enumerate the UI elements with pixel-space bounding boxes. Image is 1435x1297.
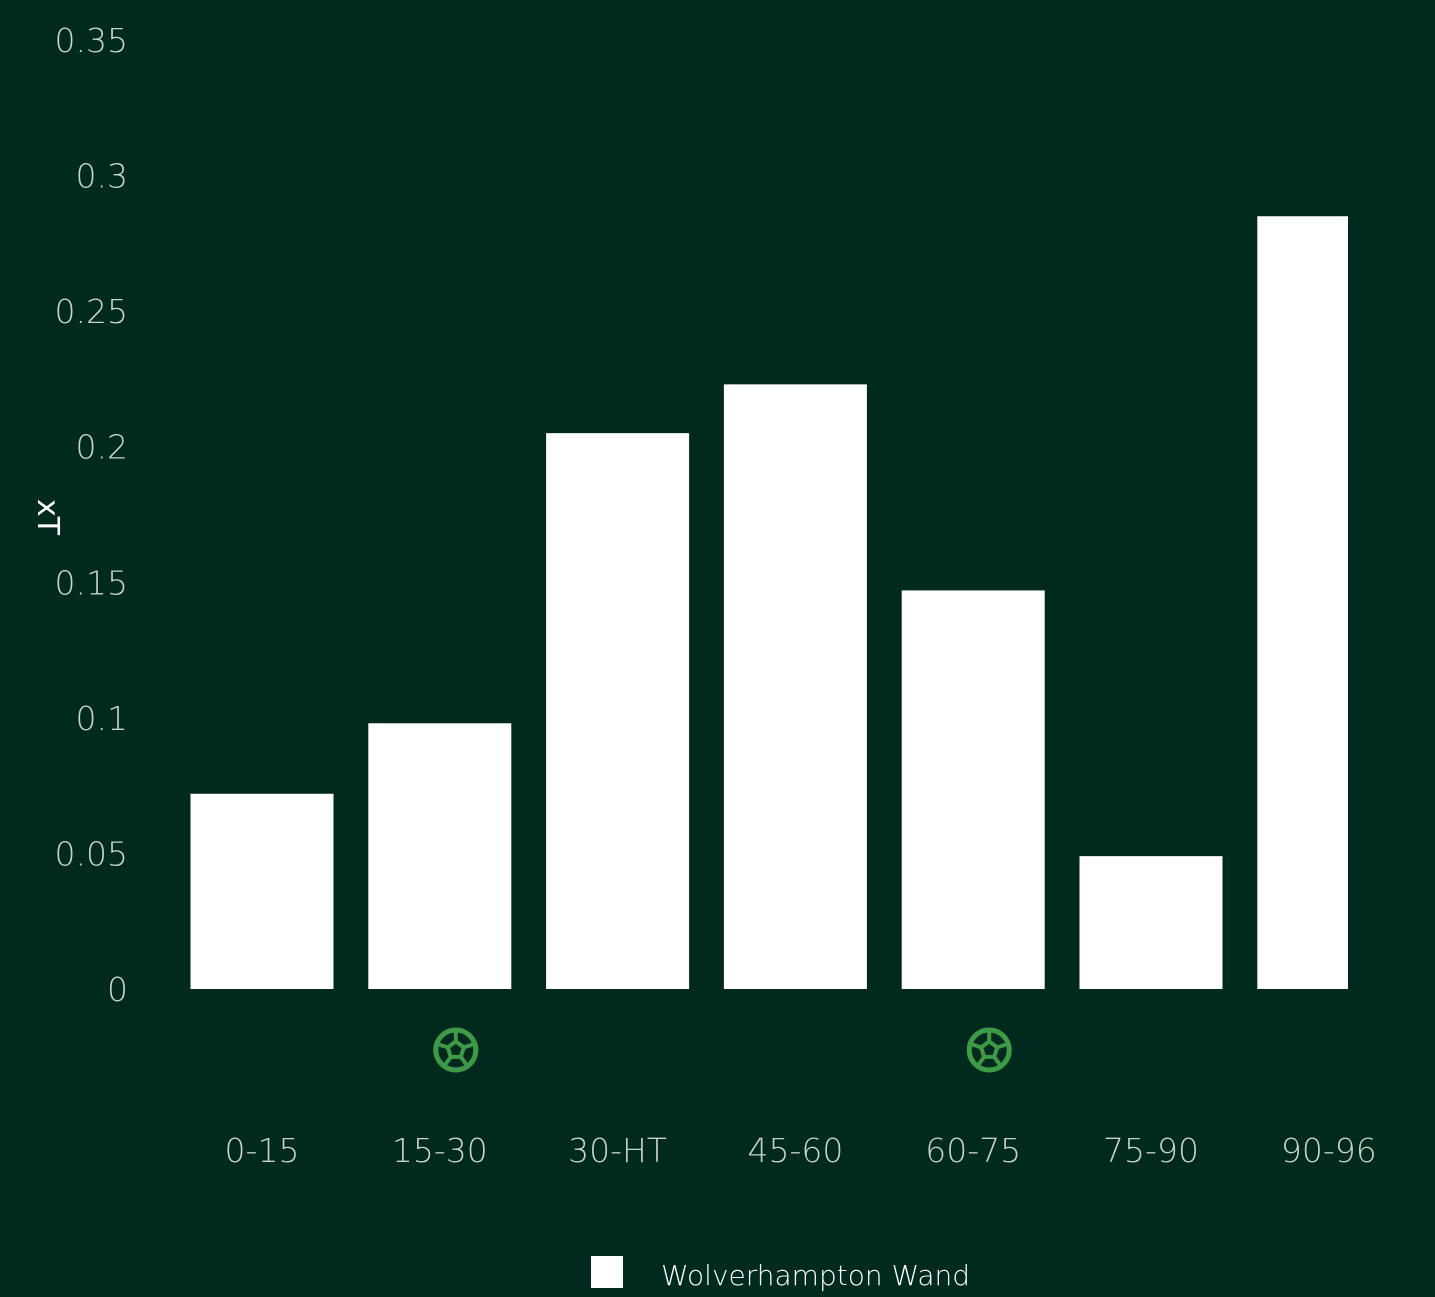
x-tick-label: 30-HT <box>568 1131 667 1170</box>
bar <box>546 433 690 990</box>
x-tick-label: 0-15 <box>225 1131 300 1170</box>
football-icon <box>433 1027 479 1073</box>
x-tick-label: 75-90 <box>1103 1131 1199 1170</box>
bar <box>190 793 334 989</box>
x-tick-label: 90-96 <box>1281 1131 1377 1170</box>
bar <box>368 723 512 989</box>
x-tick-label: 15-30 <box>392 1131 488 1170</box>
y-tick-label: 0.1 <box>76 699 128 738</box>
x-tick-label: 45-60 <box>747 1131 843 1170</box>
legend-swatch <box>591 1256 623 1288</box>
bar <box>1079 856 1223 989</box>
y-tick-label: 0.15 <box>55 563 128 602</box>
legend-label: Wolverhampton Wand <box>661 1259 970 1292</box>
bar <box>723 384 867 989</box>
bar <box>1257 216 1348 989</box>
y-axis-ticks: 0 0.05 0.1 0.15 0.2 0.25 0.3 0.35 <box>55 21 128 1009</box>
goal-markers <box>433 1027 1012 1073</box>
bar <box>901 590 1045 989</box>
y-tick-label: 0.25 <box>55 292 128 331</box>
bars <box>190 216 1348 990</box>
x-axis-ticks: 0-15 15-30 30-HT 45-60 60-75 75-90 90-96 <box>225 1131 1377 1170</box>
y-tick-label: 0.35 <box>55 21 128 60</box>
y-tick-label: 0.3 <box>76 157 128 196</box>
x-tick-label: 60-75 <box>925 1131 1021 1170</box>
y-tick-label: 0.05 <box>55 834 128 873</box>
y-tick-label: 0.2 <box>76 428 128 467</box>
y-axis-title: xT <box>30 499 65 536</box>
y-tick-label: 0 <box>107 970 128 1009</box>
legend: Wolverhampton Wand <box>591 1256 970 1292</box>
football-icon <box>966 1027 1012 1073</box>
